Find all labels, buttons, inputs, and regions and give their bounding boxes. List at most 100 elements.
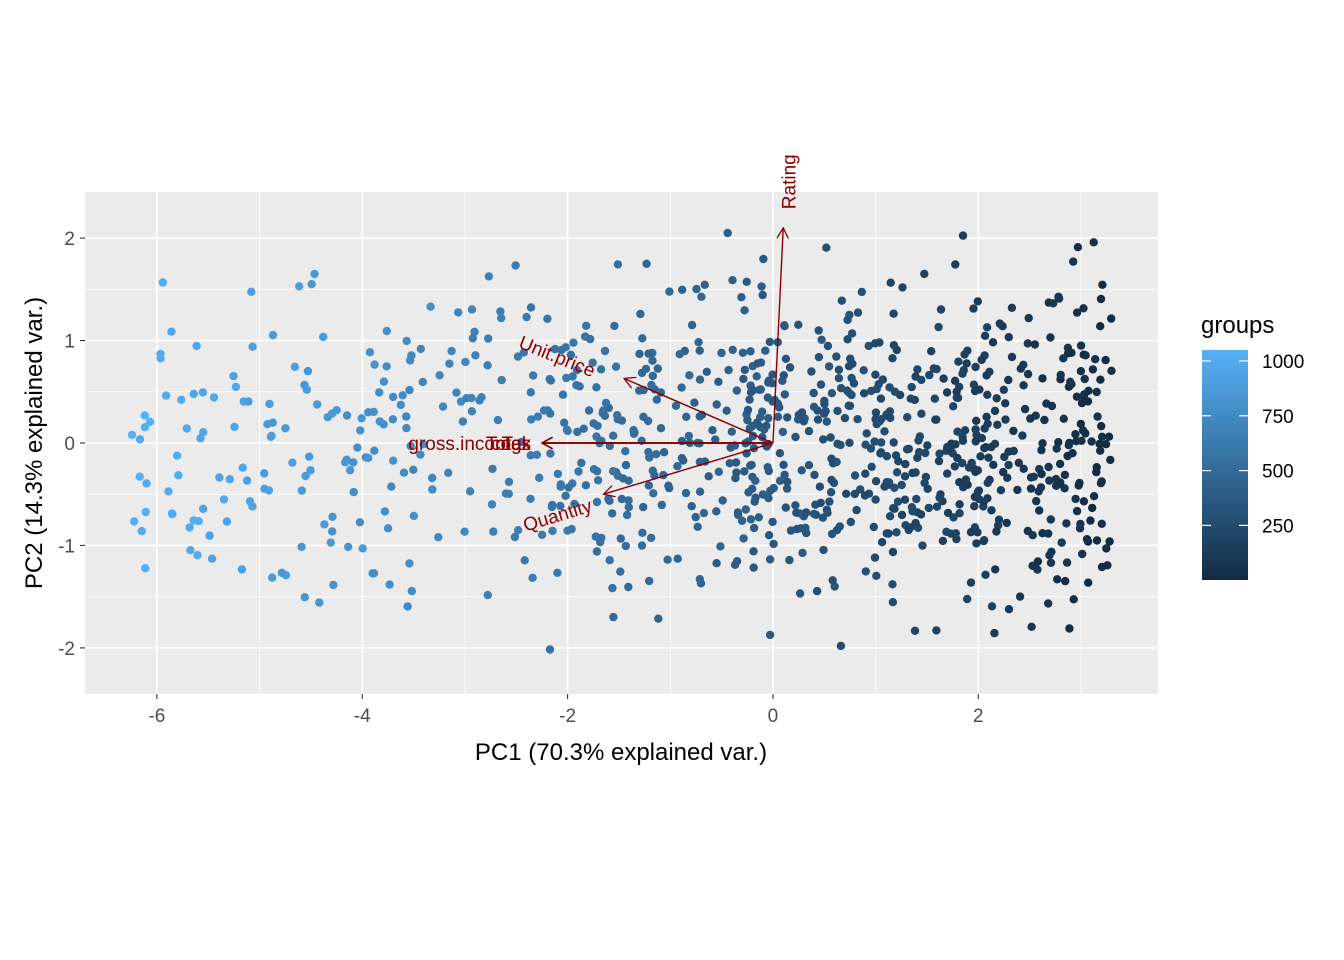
- data-point: [600, 346, 610, 356]
- data-point: [888, 580, 897, 589]
- data-point: [624, 503, 633, 512]
- data-point: [843, 335, 852, 344]
- data-point: [969, 380, 979, 389]
- data-point: [398, 391, 407, 400]
- data-point: [765, 555, 775, 564]
- data-point: [370, 360, 379, 369]
- data-point: [970, 386, 980, 396]
- data-point: [888, 354, 897, 363]
- data-point: [1097, 562, 1107, 572]
- data-point: [1073, 243, 1083, 252]
- legend-label: 250: [1262, 516, 1294, 537]
- data-point: [687, 320, 697, 330]
- data-point: [764, 493, 773, 503]
- data-point: [702, 367, 711, 376]
- data-point: [785, 363, 795, 372]
- data-point: [955, 509, 964, 518]
- data-point: [613, 411, 622, 420]
- data-point: [572, 365, 582, 375]
- data-point: [780, 470, 789, 479]
- data-point: [958, 369, 967, 378]
- data-point: [458, 417, 468, 426]
- data-point: [791, 501, 800, 510]
- data-point: [797, 466, 806, 475]
- x-tick-label: -2: [559, 706, 576, 727]
- data-point: [963, 480, 972, 489]
- data-point: [1076, 341, 1086, 350]
- data-point: [685, 371, 694, 380]
- data-point: [864, 341, 873, 351]
- data-point: [732, 386, 741, 395]
- data-point: [898, 283, 907, 292]
- data-point: [826, 488, 836, 497]
- y-axis: -2 -1 0 1 2: [58, 229, 85, 660]
- data-point: [307, 280, 316, 289]
- loading-arrow: [772, 228, 783, 444]
- data-point: [764, 414, 773, 423]
- data-point: [513, 526, 523, 535]
- data-point: [382, 326, 391, 336]
- data-point: [135, 472, 144, 481]
- data-point: [611, 362, 621, 371]
- data-point: [815, 482, 825, 491]
- data-point: [895, 390, 905, 400]
- data-point: [215, 473, 224, 482]
- data-point: [932, 626, 941, 635]
- data-point: [744, 488, 753, 497]
- data-point: [952, 387, 961, 396]
- legend: groups 250 500 750 1000: [1201, 312, 1304, 580]
- data-point: [901, 459, 910, 469]
- data-point: [1053, 575, 1062, 584]
- data-point: [621, 460, 631, 470]
- data-point: [725, 459, 734, 468]
- data-point: [791, 432, 800, 442]
- data-point: [749, 547, 758, 556]
- data-point: [545, 645, 555, 654]
- data-point: [248, 502, 257, 511]
- data-point: [468, 334, 477, 343]
- data-point: [897, 480, 906, 490]
- data-point: [300, 593, 309, 602]
- data-point: [971, 362, 980, 372]
- data-point: [582, 321, 591, 330]
- data-point: [1101, 440, 1111, 449]
- data-point: [1037, 445, 1046, 455]
- data-point: [320, 520, 329, 529]
- data-point: [1086, 516, 1095, 525]
- data-point: [1065, 624, 1074, 633]
- data-point: [754, 513, 763, 522]
- data-point: [871, 495, 880, 504]
- data-point: [782, 484, 792, 493]
- data-point: [407, 586, 416, 596]
- data-point: [877, 538, 887, 547]
- data-point: [907, 382, 916, 392]
- data-point: [356, 426, 365, 435]
- grid-major: [85, 192, 1158, 694]
- data-point: [497, 313, 506, 323]
- data-point: [608, 583, 617, 593]
- data-point: [621, 447, 630, 456]
- data-point: [1089, 492, 1099, 501]
- data-point: [652, 395, 661, 404]
- data-point: [993, 420, 1002, 429]
- data-point: [1059, 414, 1069, 423]
- data-point: [570, 499, 579, 509]
- data-point: [743, 405, 753, 415]
- data-point: [501, 489, 511, 498]
- data-point: [814, 352, 824, 362]
- data-point: [820, 396, 829, 405]
- data-point: [809, 388, 818, 398]
- data-point: [1102, 544, 1111, 553]
- data-point: [932, 415, 941, 424]
- data-point: [991, 565, 1000, 574]
- data-point: [970, 502, 979, 511]
- data-point: [972, 539, 981, 548]
- data-point: [1074, 481, 1083, 490]
- data-point: [741, 505, 750, 514]
- data-point: [749, 523, 759, 533]
- data-point: [477, 393, 486, 402]
- data-point: [903, 413, 912, 422]
- data-point: [199, 504, 208, 513]
- data-point: [1062, 558, 1072, 567]
